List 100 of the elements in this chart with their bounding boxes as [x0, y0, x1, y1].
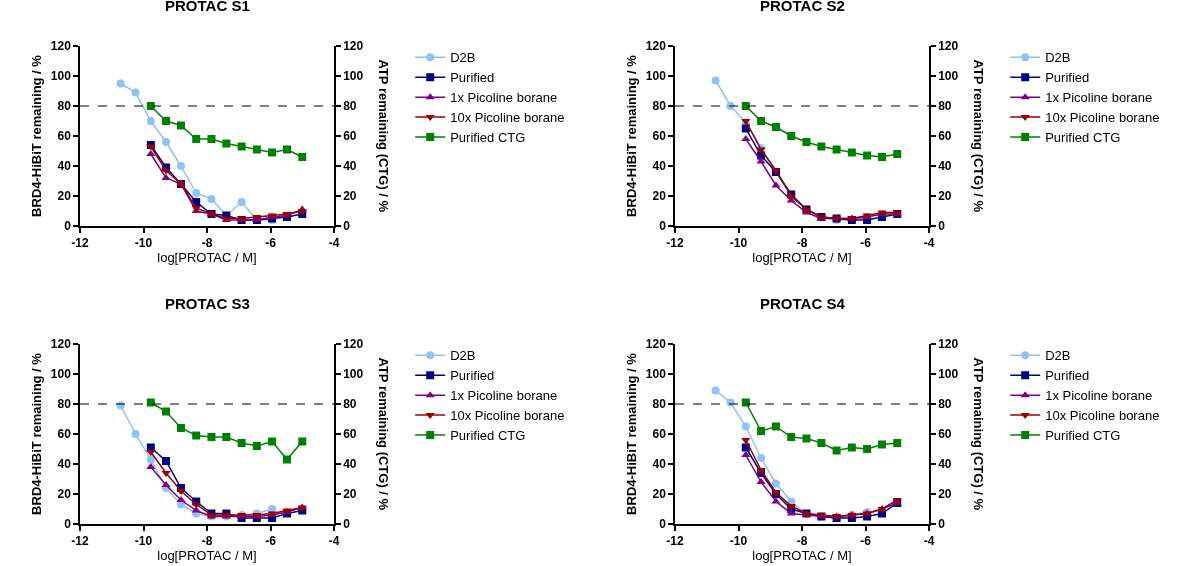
chart-title: PROTAC S3 — [165, 295, 250, 312]
legend-label: Purified — [1045, 70, 1090, 86]
legend-label: Purified — [450, 368, 495, 384]
y-tick-label: 20 — [57, 189, 72, 204]
y2-tick-label: 80 — [343, 99, 357, 114]
x-tick-label: -4 — [328, 534, 340, 549]
x-tick-label: -4 — [923, 534, 935, 549]
y-tick-label: 100 — [645, 367, 667, 382]
y-tick-label: 80 — [57, 397, 72, 412]
y-tick-label: 80 — [57, 99, 72, 114]
y2-axis-title: ATP remaining (CTG) / % — [375, 59, 391, 213]
legend-label: 1x Picoline borane — [450, 90, 558, 106]
y2-tick-label: 40 — [938, 457, 952, 472]
x-axis-title: log[PROTAC / M] — [752, 548, 852, 564]
y-tick-label: 120 — [50, 337, 72, 352]
y-tick-label: 120 — [645, 39, 667, 54]
y2-tick-label: 100 — [938, 367, 959, 382]
y2-axis-title: ATP remaining (CTG) / % — [970, 59, 986, 213]
y2-tick-label: 0 — [343, 517, 351, 532]
y-tick-label: 120 — [50, 39, 72, 54]
legend-label: Purified CTG — [450, 130, 526, 146]
y2-tick-label: 60 — [938, 129, 952, 144]
y2-tick-label: 20 — [938, 487, 952, 502]
y-tick-label: 100 — [645, 69, 667, 84]
y-tick-label: 20 — [57, 487, 72, 502]
y-tick-label: 60 — [652, 129, 667, 144]
y-tick-label: 20 — [652, 189, 667, 204]
y-tick-label: 120 — [645, 337, 667, 352]
y-tick-label: 0 — [64, 517, 72, 532]
y-tick-label: 40 — [652, 457, 667, 472]
legend-label: D2B — [1045, 348, 1071, 364]
chart-title: PROTAC S2 — [760, 0, 845, 14]
y2-tick-label: 120 — [938, 39, 959, 54]
x-tick-label: -12 — [666, 534, 684, 549]
y2-tick-label: 0 — [343, 219, 351, 234]
y2-tick-label: 100 — [938, 69, 959, 84]
x-tick-label: -6 — [265, 534, 277, 549]
y2-tick-label: 20 — [343, 487, 357, 502]
y-tick-label: 0 — [659, 517, 667, 532]
y-tick-label: 80 — [652, 397, 667, 412]
y2-axis-title: ATP remaining (CTG) / % — [375, 357, 391, 511]
legend-label: Purified CTG — [450, 428, 526, 444]
y-tick-label: 100 — [50, 367, 72, 382]
x-axis-title: log[PROTAC / M] — [157, 250, 257, 266]
y-axis-title: BRD4-HiBiT remaining / % — [29, 352, 45, 515]
y-tick-label: 0 — [64, 219, 72, 234]
y2-tick-label: 80 — [938, 397, 952, 412]
x-tick-label: -10 — [729, 534, 748, 549]
y-tick-label: 60 — [652, 427, 667, 442]
y2-tick-label: 40 — [343, 159, 357, 174]
y2-tick-label: 100 — [343, 367, 364, 382]
x-tick-label: -8 — [201, 534, 213, 549]
x-tick-label: -10 — [134, 534, 153, 549]
y-tick-label: 0 — [659, 219, 667, 234]
legend-label: 1x Picoline borane — [1045, 388, 1153, 404]
y2-tick-label: 80 — [938, 99, 952, 114]
x-axis-title: log[PROTAC / M] — [157, 548, 257, 564]
y-tick-label: 60 — [57, 427, 72, 442]
y-tick-label: 20 — [652, 487, 667, 502]
y2-tick-label: 60 — [343, 129, 357, 144]
y2-tick-label: 20 — [343, 189, 357, 204]
x-tick-label: -12 — [71, 534, 89, 549]
legend-label: Purified — [1045, 368, 1090, 384]
y2-tick-label: 0 — [938, 517, 946, 532]
chart-title: PROTAC S4 — [760, 295, 846, 312]
y-tick-label: 80 — [652, 99, 667, 114]
y-axis-title: BRD4-HiBiT remaining / % — [624, 54, 640, 217]
x-tick-label: -8 — [796, 236, 808, 251]
x-tick-label: -12 — [71, 236, 89, 251]
y2-tick-label: 120 — [343, 337, 364, 352]
y-tick-label: 40 — [57, 457, 72, 472]
legend-label: Purified CTG — [1045, 130, 1121, 146]
x-tick-label: -6 — [860, 236, 872, 251]
y2-tick-label: 80 — [343, 397, 357, 412]
y2-tick-label: 40 — [938, 159, 952, 174]
y2-tick-label: 20 — [938, 189, 952, 204]
x-tick-label: -6 — [265, 236, 277, 251]
y2-axis-title: ATP remaining (CTG) / % — [970, 357, 986, 511]
x-axis-title: log[PROTAC / M] — [752, 250, 852, 266]
y2-tick-label: 40 — [343, 457, 357, 472]
y2-tick-label: 0 — [938, 219, 946, 234]
y2-tick-label: 100 — [343, 69, 364, 84]
legend-label: D2B — [450, 348, 476, 364]
chart-title: PROTAC S1 — [165, 0, 250, 14]
legend-label: 10x Picoline borane — [1045, 408, 1160, 424]
y-tick-label: 40 — [57, 159, 72, 174]
legend-label: 10x Picoline borane — [1045, 110, 1160, 126]
y-tick-label: 40 — [652, 159, 667, 174]
legend-label: 1x Picoline borane — [450, 388, 558, 404]
x-tick-label: -4 — [923, 236, 935, 251]
y-tick-label: 100 — [50, 69, 72, 84]
x-tick-label: -6 — [860, 534, 872, 549]
x-tick-label: -10 — [729, 236, 748, 251]
x-tick-label: -12 — [666, 236, 684, 251]
legend-label: 10x Picoline borane — [450, 408, 565, 424]
y-tick-label: 60 — [57, 129, 72, 144]
y-axis-title: BRD4-HiBiT remaining / % — [624, 352, 640, 515]
x-tick-label: -10 — [134, 236, 153, 251]
legend-label: Purified CTG — [1045, 428, 1121, 444]
legend-label: D2B — [1045, 50, 1071, 66]
